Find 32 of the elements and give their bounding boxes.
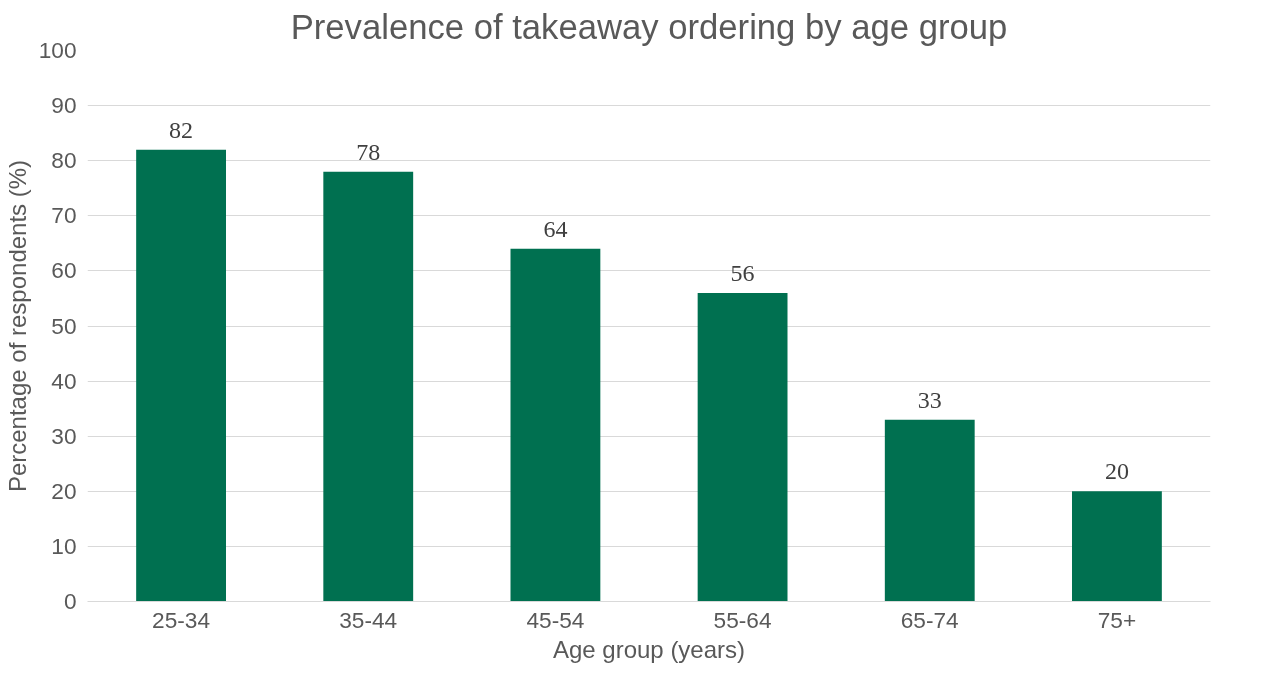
x-tick-label: 75+ [1097, 606, 1137, 633]
bar [884, 419, 975, 602]
bar [510, 248, 601, 602]
bar [1072, 491, 1162, 602]
data-label: 64 [543, 215, 568, 242]
chart-title: Prevalence of takeaway ordering by age group [290, 7, 1008, 46]
x-axis-title: Age group (years) [552, 635, 746, 663]
bar [697, 292, 788, 602]
x-tick-label: 35-44 [339, 606, 398, 633]
y-axis-title: Percentage of respondents (%) [3, 159, 31, 493]
y-tick-label: 60 [51, 257, 77, 284]
data-label: 56 [730, 259, 755, 286]
y-tick-label: 30 [51, 422, 77, 449]
y-tick-label: 0 [63, 588, 77, 614]
y-tick-label: 90 [51, 92, 77, 119]
data-label: 78 [356, 138, 381, 165]
y-tick-label: 10 [51, 532, 77, 559]
y-tick-label: 70 [51, 202, 77, 229]
x-tick-label: 45-54 [526, 606, 585, 633]
x-tick-label: 25-34 [152, 606, 211, 633]
y-tick-label: 20 [51, 477, 77, 504]
y-tick-label: 100 [38, 37, 77, 63]
data-label: 33 [917, 386, 942, 413]
x-tick-label: 55-64 [713, 606, 772, 633]
y-tick-label: 80 [51, 147, 77, 174]
data-label: 20 [1104, 458, 1129, 485]
data-label: 82 [169, 116, 194, 143]
y-tick-label: 50 [51, 312, 77, 339]
y-tick-label: 40 [51, 367, 77, 394]
x-tick-label: 65-74 [900, 606, 959, 633]
bar [136, 149, 226, 602]
bar [323, 171, 414, 602]
